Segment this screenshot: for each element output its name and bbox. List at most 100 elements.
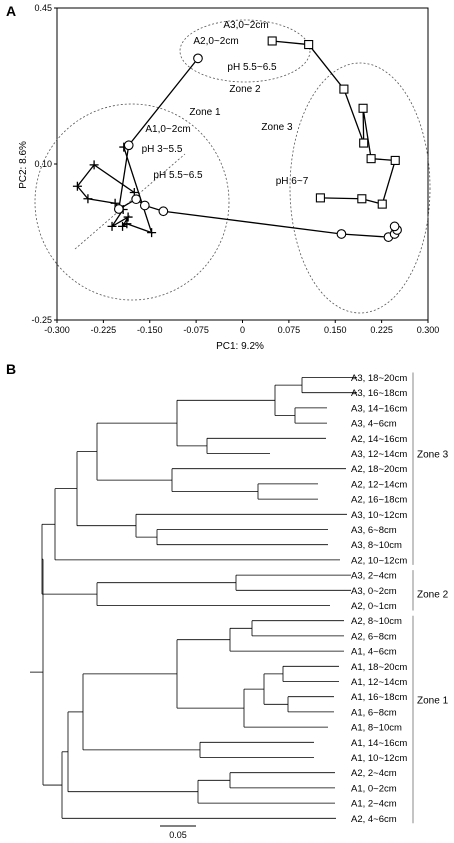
leaf-label: A2, 8~10cm: [351, 616, 402, 627]
zone-2-ellipse: [179, 19, 311, 83]
leaf-label: A1, 6~8cm: [351, 707, 397, 718]
data-point-A3: [315, 193, 325, 203]
dendrogram-branches: [30, 377, 357, 819]
x-tick-label: 0.300: [417, 325, 440, 335]
leaf-label: A2, 6~8cm: [351, 631, 397, 642]
annotation-label: Zone 2: [229, 84, 261, 95]
data-point-A3: [377, 199, 387, 209]
leaf-label: A3, 0~2cm: [351, 586, 397, 597]
x-tick-label: -0.150: [137, 325, 163, 335]
leaf-label: A2, 16~18cm: [351, 495, 407, 506]
x-tick-label: -0.075: [183, 325, 209, 335]
series-layer: [72, 36, 402, 242]
leaf-label: A2, 12~14cm: [351, 479, 407, 490]
panel-b-letter: B: [6, 361, 16, 377]
leaf-label: A3, 2~4cm: [351, 571, 397, 582]
x-tick-label: 0: [240, 325, 245, 335]
y-tick-label: 0.45: [34, 3, 52, 13]
leaf-label: A2, 14~16cm: [351, 434, 407, 445]
data-point-A2: [139, 200, 150, 211]
panel-a-letter: A: [6, 3, 16, 19]
data-point-A1: [83, 194, 93, 204]
leaf-label: A3, 4~6cm: [351, 419, 397, 430]
annotation-label: A3,0~2cm: [223, 20, 268, 31]
leaf-label: A1, 8~10cm: [351, 723, 402, 734]
data-point-A2: [193, 53, 203, 64]
pca-plot: -0.300 -0.225 -0.150 -0.075 0 0.075 0.150 0.225…: [18, 3, 439, 352]
data-point-A2: [131, 194, 141, 205]
annotation-label: pH 3~5.5: [142, 144, 183, 155]
y-axis-label: PC2: 8.6%: [18, 141, 29, 189]
axis-layer: -0.300 -0.225 -0.150 -0.075 0 0.075 0.150 0.225…: [31, 3, 439, 335]
zone-label: Zone 1: [417, 696, 449, 707]
data-point-A2: [123, 140, 134, 151]
ph-divider-line: [74, 153, 186, 250]
series-line-A1: [76, 146, 153, 234]
data-point-A3: [339, 84, 349, 94]
data-point-A2: [336, 229, 347, 239]
dendrogram: A3, 18~20cm A3, 16~18cm A3, 14~16cm A3, 4~6…: [30, 372, 449, 840]
leaf-label: A1, 12~14cm: [351, 677, 407, 688]
scale-bar-label: 0.05: [169, 830, 187, 840]
data-point-A1: [147, 228, 157, 238]
x-tick-label: -0.300: [44, 325, 70, 335]
data-point-A3: [366, 154, 376, 164]
annotation-label: pH 5.5~6.5: [153, 170, 203, 181]
leaf-label: A1, 18~20cm: [351, 662, 407, 673]
zone-3-ellipse: [289, 62, 431, 314]
leaf-label: A1, 0~2cm: [351, 783, 397, 794]
y-tick-label: -0.25: [31, 315, 52, 325]
x-axis-label: PC1: 9.2%: [216, 341, 264, 352]
annotation-label: pH 5.5~6.5: [227, 62, 277, 73]
x-tick-label: 0.225: [370, 325, 393, 335]
x-tick-label: -0.225: [91, 325, 117, 335]
data-point-A1: [123, 212, 133, 222]
series-line-A3: [272, 40, 397, 205]
data-point-A3: [357, 194, 367, 204]
leaf-label: A3, 8~10cm: [351, 540, 402, 551]
x-tick-label: 0.150: [324, 325, 347, 335]
data-point-A3: [358, 103, 368, 113]
leaf-label: A1, 2~4cm: [351, 799, 397, 810]
leaf-label: A2, 4~6cm: [351, 814, 397, 825]
zone-label: Zone 2: [417, 589, 449, 600]
data-point-A1: [89, 160, 99, 170]
annotation-label: A2,0~2cm: [193, 36, 238, 47]
leaf-label: A3, 6~8cm: [351, 525, 397, 536]
annotation-layer: A3,0~2cm A2,0~2cm pH 5.5~6.5 Zone 2 Zone 1 A1…: [142, 20, 309, 187]
data-point-A2: [158, 206, 169, 217]
plot-frame: [56, 7, 429, 321]
data-point-A2: [389, 221, 400, 232]
annotation-label: pH 6~7: [276, 176, 309, 187]
leaf-label: A3, 12~14cm: [351, 449, 407, 460]
data-point-A3: [304, 39, 314, 50]
leaf-label: A3, 16~18cm: [351, 388, 407, 399]
data-point-A3: [267, 36, 277, 46]
leaf-label: A1, 10~12cm: [351, 753, 407, 764]
leaf-label: A3, 18~20cm: [351, 373, 407, 384]
annotation-label: Zone 3: [261, 122, 293, 133]
leaf-label: A1, 4~6cm: [351, 647, 397, 658]
data-point-A1: [122, 219, 132, 229]
annotation-label: A1,0~2cm: [145, 124, 190, 135]
data-point-A2: [113, 204, 124, 214]
leaf-label: A3, 10~12cm: [351, 510, 407, 521]
x-tick-label: 0.075: [278, 325, 301, 335]
annotation-label: Zone 1: [189, 107, 221, 118]
leaf-label: A3, 14~16cm: [351, 403, 407, 414]
data-point-A1: [107, 221, 117, 231]
data-point-A3: [359, 138, 369, 148]
leaf-label: A2, 10~12cm: [351, 555, 407, 566]
dendrogram-leaf-labels: A3, 18~20cm A3, 16~18cm A3, 14~16cm A3, 4~6…: [351, 373, 407, 825]
leaf-label: A1, 16~18cm: [351, 692, 407, 703]
data-point-A3: [390, 155, 400, 165]
leaf-label: A2, 18~20cm: [351, 464, 407, 475]
data-point-A1: [72, 181, 82, 191]
leaf-label: A2, 2~4cm: [351, 768, 397, 779]
leaf-label: A1, 14~16cm: [351, 738, 407, 749]
zone-1-ellipse: [34, 103, 230, 301]
leaf-label: A2, 0~1cm: [351, 601, 397, 612]
y-tick-label: 0.10: [34, 159, 52, 169]
zone-label: Zone 3: [417, 450, 449, 461]
